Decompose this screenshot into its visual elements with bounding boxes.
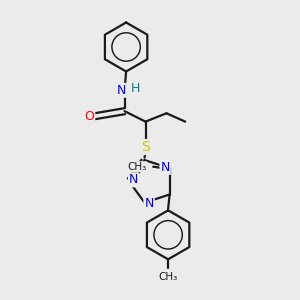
Text: N: N — [160, 161, 170, 174]
Text: N: N — [129, 173, 138, 186]
Text: H: H — [130, 82, 140, 95]
Text: CH₃: CH₃ — [158, 272, 178, 282]
Text: CH₃: CH₃ — [128, 162, 147, 172]
Text: N: N — [116, 84, 126, 97]
Text: S: S — [141, 140, 150, 154]
Text: N: N — [144, 197, 154, 210]
Text: O: O — [84, 110, 94, 123]
